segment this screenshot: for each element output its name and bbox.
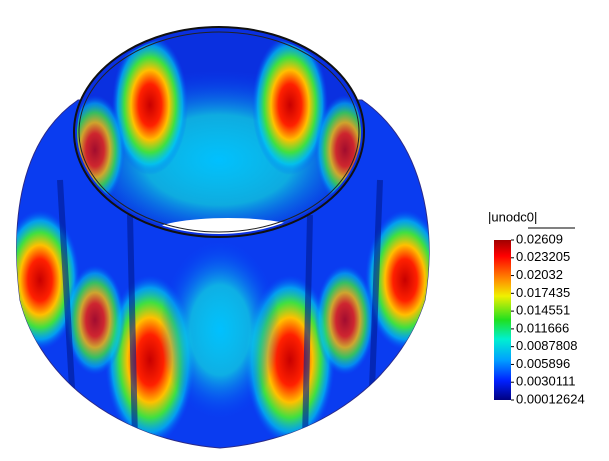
model (16, 26, 430, 449)
legend-label: 0.02032 (516, 267, 563, 282)
legend-label: 0.02609 (516, 231, 563, 246)
legend-label: 0.0087808 (516, 338, 577, 353)
color-legend: |unodc0| 0.026090.0232050.020320.0174350… (488, 209, 585, 406)
legend-label: 0.0030111 (516, 374, 576, 389)
legend-label: 0.005896 (516, 356, 570, 371)
legend-label: 0.023205 (516, 249, 570, 264)
legend-label: 0.017435 (516, 285, 570, 300)
legend-label: 0.014551 (516, 303, 570, 318)
legend-label: 0.011666 (516, 320, 569, 335)
color-bar (494, 240, 511, 400)
legend-label: 0.00012624 (516, 391, 585, 406)
legend-title: |unodc0| (488, 209, 537, 224)
legend-labels: 0.02609 0.023205 0.02032 0.017435 0.014551 0.… (511, 231, 585, 406)
